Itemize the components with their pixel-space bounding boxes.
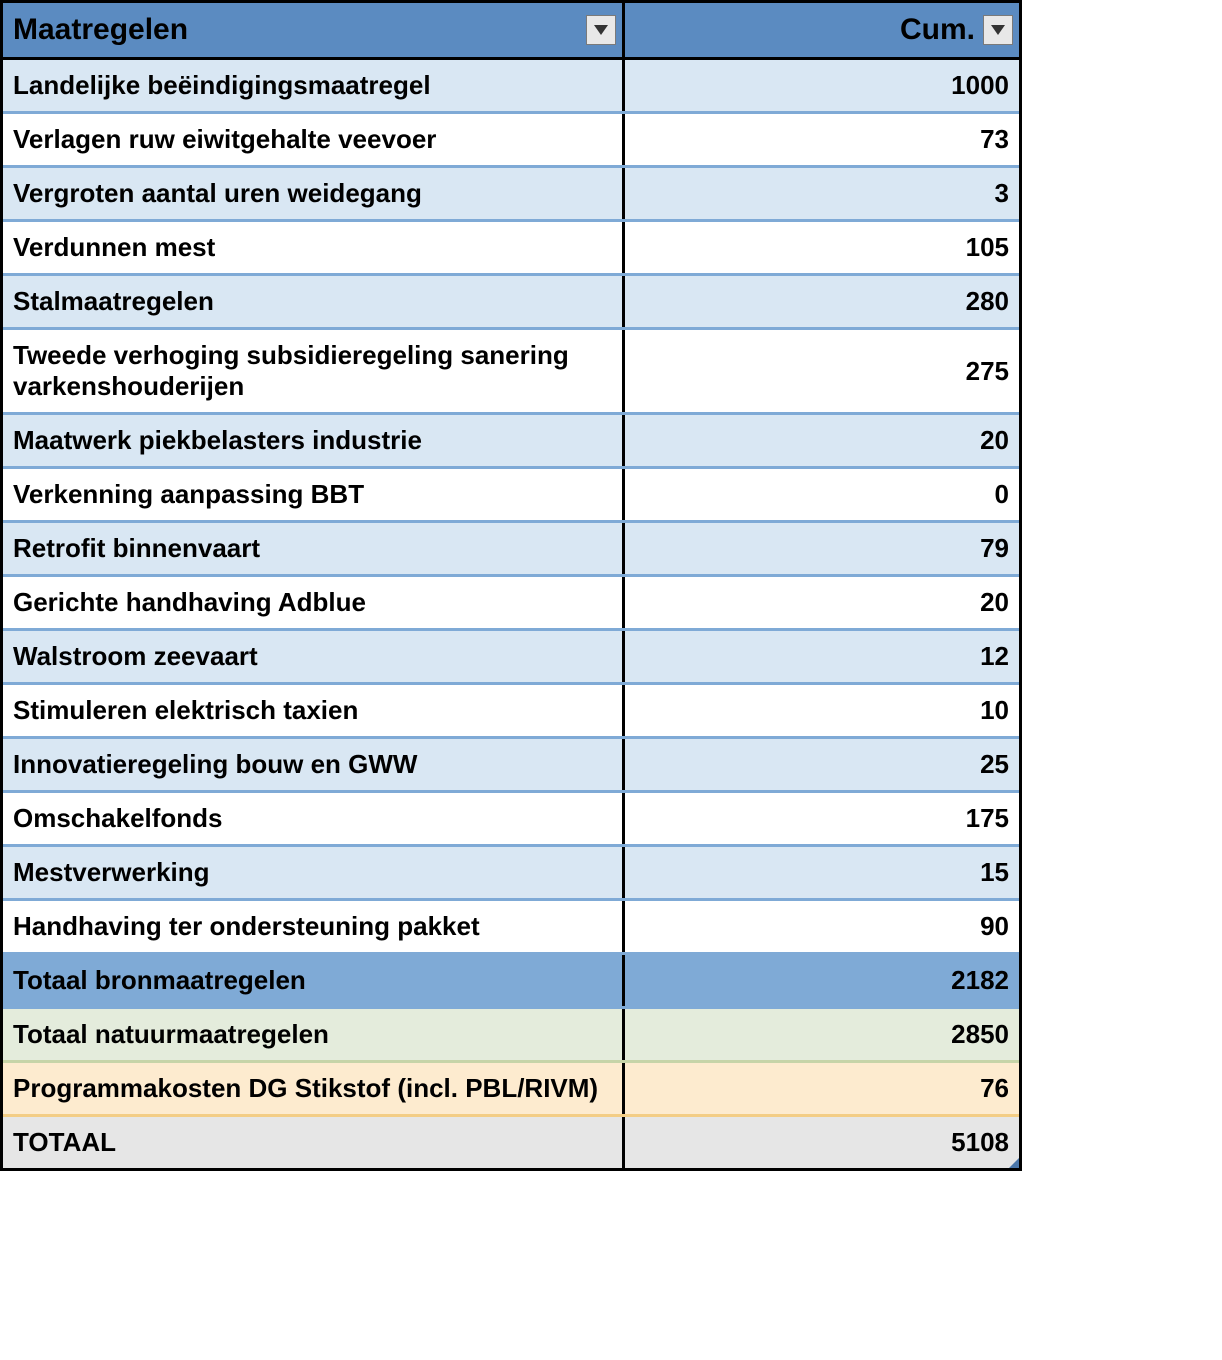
cell-label: Retrofit binnenvaart bbox=[3, 522, 623, 576]
cell-label: Tweede verhoging subsidieregeling saneri… bbox=[3, 329, 623, 414]
cell-value: 5108 bbox=[623, 1116, 1019, 1169]
cell-value: 25 bbox=[623, 738, 1019, 792]
cell-label: Stalmaatregelen bbox=[3, 275, 623, 329]
table-row: Omschakelfonds 175 bbox=[3, 792, 1019, 846]
measures-table-container: Maatregelen Cum. Landelijke beëindigings… bbox=[0, 0, 1022, 1171]
cell-value: 2182 bbox=[623, 954, 1019, 1008]
filter-dropdown-icon[interactable] bbox=[586, 15, 616, 45]
cell-value: 12 bbox=[623, 630, 1019, 684]
cell-value: 280 bbox=[623, 275, 1019, 329]
cell-label: Walstroom zeevaart bbox=[3, 630, 623, 684]
cell-value: 20 bbox=[623, 576, 1019, 630]
subtotal-row-natuurmaatregelen: Totaal natuurmaatregelen 2850 bbox=[3, 1008, 1019, 1062]
cell-label: TOTAAL bbox=[3, 1116, 623, 1169]
cell-value: 15 bbox=[623, 846, 1019, 900]
cell-label: Verdunnen mest bbox=[3, 221, 623, 275]
subtotal-row-programmakosten: Programmakosten DG Stikstof (incl. PBL/R… bbox=[3, 1062, 1019, 1116]
cell-value: 10 bbox=[623, 684, 1019, 738]
cell-label: Stimuleren elektrisch taxien bbox=[3, 684, 623, 738]
measures-table: Maatregelen Cum. Landelijke beëindigings… bbox=[3, 3, 1019, 1168]
table-row: Verkenning aanpassing BBT 0 bbox=[3, 468, 1019, 522]
table-header-row: Maatregelen Cum. bbox=[3, 3, 1019, 59]
cell-label: Totaal natuurmaatregelen bbox=[3, 1008, 623, 1062]
cell-value: 105 bbox=[623, 221, 1019, 275]
table-row: Vergroten aantal uren weidegang 3 bbox=[3, 167, 1019, 221]
cell-label: Gerichte handhaving Adblue bbox=[3, 576, 623, 630]
table-row: Verlagen ruw eiwitgehalte veevoer 73 bbox=[3, 113, 1019, 167]
cell-value: 76 bbox=[623, 1062, 1019, 1116]
table-row: Stimuleren elektrisch taxien 10 bbox=[3, 684, 1019, 738]
cell-value: 3 bbox=[623, 167, 1019, 221]
cell-label: Omschakelfonds bbox=[3, 792, 623, 846]
table-row: Landelijke beëindigingsmaatregel 1000 bbox=[3, 59, 1019, 113]
grand-total-row: TOTAAL 5108 bbox=[3, 1116, 1019, 1169]
cell-label: Mestverwerking bbox=[3, 846, 623, 900]
column-header-label: Cum. bbox=[900, 13, 975, 46]
cell-value: 275 bbox=[623, 329, 1019, 414]
table-row: Walstroom zeevaart 12 bbox=[3, 630, 1019, 684]
table-row: Handhaving ter ondersteuning pakket 90 bbox=[3, 900, 1019, 954]
cell-value: 90 bbox=[623, 900, 1019, 954]
cell-label: Vergroten aantal uren weidegang bbox=[3, 167, 623, 221]
cell-value: 73 bbox=[623, 113, 1019, 167]
filter-dropdown-icon[interactable] bbox=[983, 15, 1013, 45]
table-row: Maatwerk piekbelasters industrie 20 bbox=[3, 414, 1019, 468]
cell-label: Innovatieregeling bouw en GWW bbox=[3, 738, 623, 792]
cell-label: Maatwerk piekbelasters industrie bbox=[3, 414, 623, 468]
cell-label: Totaal bronmaatregelen bbox=[3, 954, 623, 1008]
cell-label: Handhaving ter ondersteuning pakket bbox=[3, 900, 623, 954]
table-row: Innovatieregeling bouw en GWW 25 bbox=[3, 738, 1019, 792]
table-row: Mestverwerking 15 bbox=[3, 846, 1019, 900]
subtotal-row-bronmaatregelen: Totaal bronmaatregelen 2182 bbox=[3, 954, 1019, 1008]
table-row: Verdunnen mest 105 bbox=[3, 221, 1019, 275]
cell-value: 175 bbox=[623, 792, 1019, 846]
cell-label: Landelijke beëindigingsmaatregel bbox=[3, 59, 623, 113]
table-row: Gerichte handhaving Adblue 20 bbox=[3, 576, 1019, 630]
cell-value: 20 bbox=[623, 414, 1019, 468]
cell-value: 1000 bbox=[623, 59, 1019, 113]
cell-value: 0 bbox=[623, 468, 1019, 522]
cell-value: 79 bbox=[623, 522, 1019, 576]
table-row: Stalmaatregelen 280 bbox=[3, 275, 1019, 329]
column-header-maatregelen: Maatregelen bbox=[3, 3, 623, 59]
table-row: Retrofit binnenvaart 79 bbox=[3, 522, 1019, 576]
cell-label: Verlagen ruw eiwitgehalte veevoer bbox=[3, 113, 623, 167]
cell-label: Verkenning aanpassing BBT bbox=[3, 468, 623, 522]
column-header-cum: Cum. bbox=[623, 3, 1019, 59]
cell-value: 2850 bbox=[623, 1008, 1019, 1062]
table-row: Tweede verhoging subsidieregeling saneri… bbox=[3, 329, 1019, 414]
column-header-label: Maatregelen bbox=[13, 13, 188, 46]
cell-label: Programmakosten DG Stikstof (incl. PBL/R… bbox=[3, 1062, 623, 1116]
